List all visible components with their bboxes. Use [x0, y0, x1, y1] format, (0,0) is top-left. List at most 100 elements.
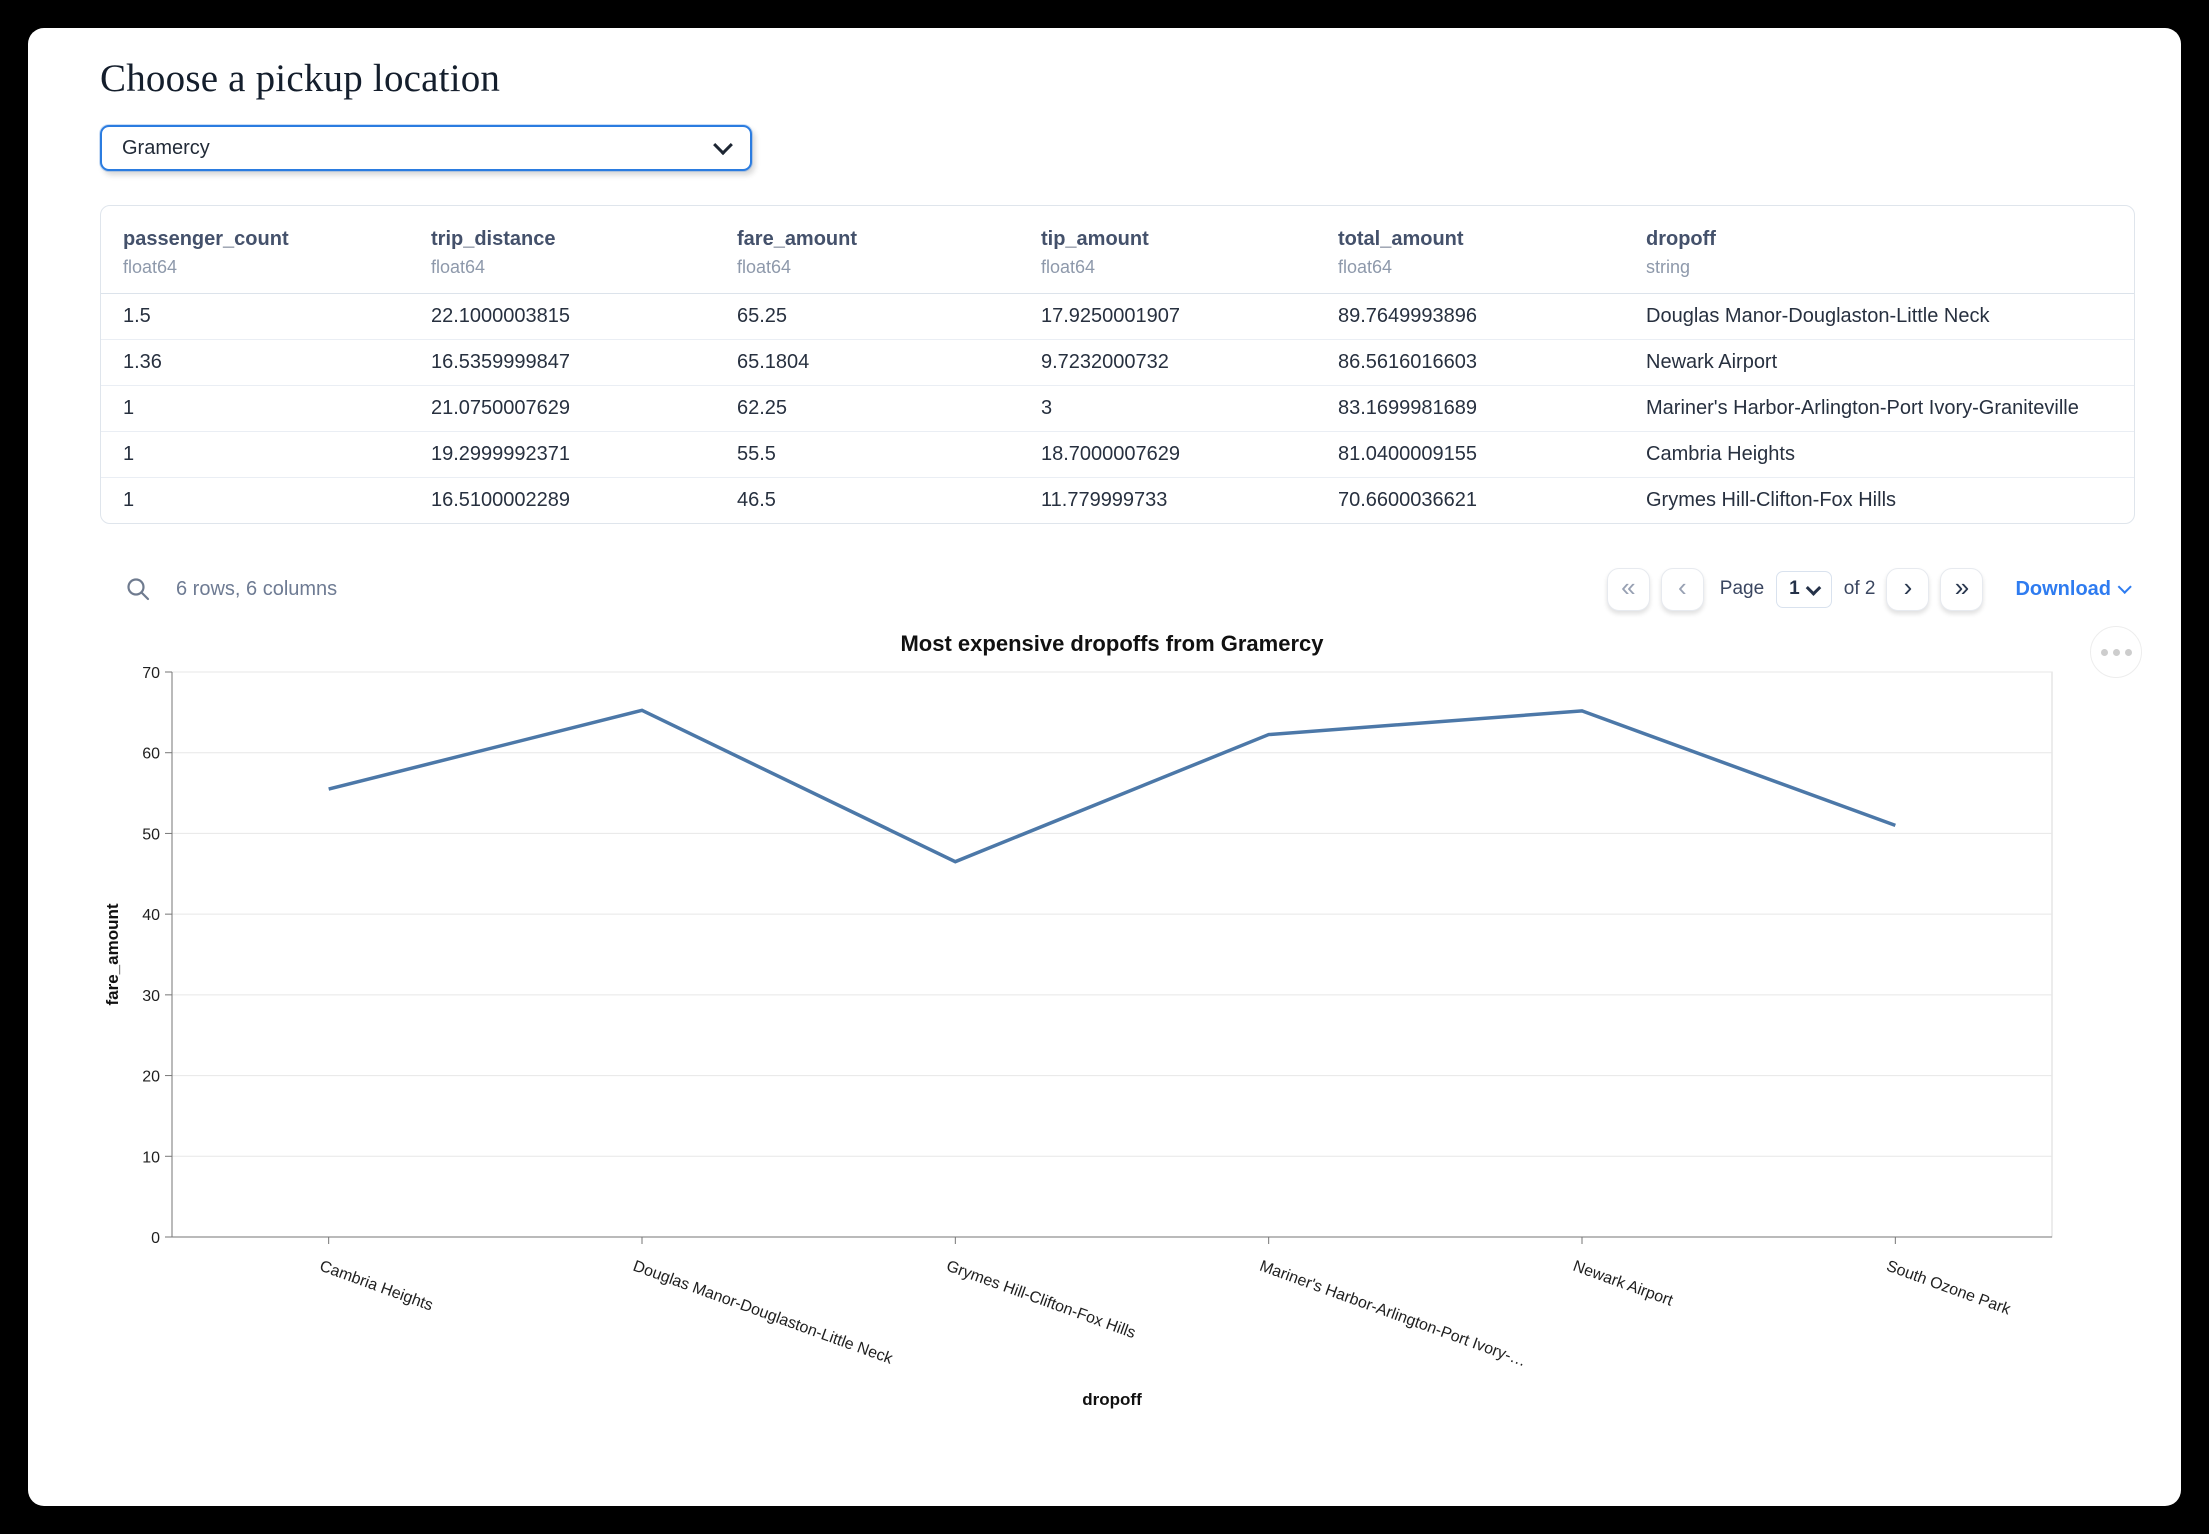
- page-title: Choose a pickup location: [100, 57, 501, 100]
- page-count-label: of 2: [1843, 578, 1876, 599]
- table-cell: 3: [1019, 385, 1316, 432]
- table-cell: 1.5: [101, 293, 409, 340]
- x-tick-label: South Ozone Park: [1884, 1258, 2014, 1319]
- table-cell: 62.25: [715, 385, 1019, 432]
- page-label: Page: [1719, 578, 1765, 599]
- table-cell: 18.7000007629: [1019, 431, 1316, 478]
- chevron-down-icon: [1805, 579, 1822, 596]
- chart-options-button[interactable]: [2090, 626, 2142, 678]
- table-cell: 19.2999992371: [409, 431, 715, 478]
- line-series: [328, 708, 1896, 864]
- column-header-total_amount: total_amount float64: [1316, 206, 1624, 294]
- table-row[interactable]: 1.5 22.1000003815 65.25 17.9250001907 89.764…: [101, 293, 2134, 340]
- table-cell: Douglas Manor-Douglaston-Little Neck: [1624, 293, 2134, 340]
- y-tick-label: 10: [142, 1149, 160, 1166]
- search-button[interactable]: [122, 573, 154, 605]
- table-cell: 16.5359999847: [409, 339, 715, 386]
- search-icon: [127, 578, 150, 601]
- column-header-dropoff: dropoff string: [1624, 206, 2134, 294]
- table-cell: 65.1804: [715, 339, 1019, 386]
- y-tick-label: 40: [142, 907, 160, 924]
- table-body: 1.5 22.1000003815 65.25 17.9250001907 89.764…: [101, 293, 2134, 524]
- x-axis-title: dropoff: [1082, 1390, 1142, 1409]
- y-axis-title: fare_amount: [103, 903, 122, 1005]
- y-tick-label: 60: [142, 746, 160, 763]
- table-cell: Newark Airport: [1624, 339, 2134, 386]
- column-name: total_amount: [1338, 228, 1464, 250]
- column-type: string: [1646, 257, 1691, 277]
- first-page-button[interactable]: «: [1606, 567, 1650, 611]
- next-page-button[interactable]: ›: [1886, 567, 1930, 611]
- column-header-passenger_count: passenger_count float64: [101, 206, 409, 294]
- x-tick-label: Douglas Manor-Douglaston-Little Neck: [631, 1258, 896, 1368]
- column-type: float64: [1041, 257, 1096, 277]
- more-options-icon: [2100, 648, 2108, 656]
- table-cell: 16.5100002289: [431, 489, 571, 511]
- column-type: float64: [431, 257, 486, 277]
- pickup-location-select[interactable]: Gramercy: [100, 125, 752, 171]
- download-label: Download: [2015, 577, 2111, 600]
- table-cell: 11.779999733: [1041, 489, 1168, 511]
- table-cell: 1: [123, 489, 135, 511]
- table-cell: 89.7649993896: [1316, 293, 1624, 340]
- table-cell: 83.1699981689: [1316, 385, 1624, 432]
- table-cell: 81.0400009155: [1316, 431, 1624, 478]
- table-cell: 86.5616016603: [1316, 339, 1624, 386]
- more-options-icon: [2124, 648, 2132, 656]
- column-header-tip_amount: tip_amount float64: [1019, 206, 1316, 294]
- page-number-select[interactable]: 1: [1776, 570, 1832, 608]
- more-options-icon: [2112, 648, 2120, 656]
- x-tick-label: Grymes Hill-Clifton-Fox Hills: [944, 1258, 1138, 1342]
- row-column-summary: 6 rows, 6 columns: [176, 577, 338, 600]
- x-tick-label: Cambria Heights: [317, 1258, 435, 1315]
- table-cell: 17.9250001907: [1019, 293, 1316, 340]
- table-cell: Cambria Heights: [1624, 431, 2134, 478]
- y-tick-label: 0: [151, 1230, 160, 1247]
- column-name: dropoff: [1646, 228, 1716, 250]
- line-chart: Most expensive dropoffs from Gramercy 0 10…: [103, 631, 2053, 1409]
- page-number-value: 1: [1789, 578, 1800, 599]
- column-name: fare_amount: [737, 228, 858, 250]
- column-type: float64: [123, 257, 178, 277]
- column-type: float64: [737, 257, 792, 277]
- y-tick-label: 50: [142, 826, 160, 843]
- table-cell: 55.5: [715, 431, 1019, 478]
- table-cell: 9.7232000732: [1019, 339, 1316, 386]
- y-tick-label: 30: [142, 988, 160, 1005]
- last-page-button[interactable]: »: [1940, 567, 1984, 611]
- table-row[interactable]: 1 21.0750007629 62.25 3 83.1699981689 Mariner…: [101, 385, 2134, 432]
- table-cell: 46.5: [737, 489, 776, 511]
- column-name: passenger_count: [123, 228, 289, 250]
- table-row[interactable]: 1 19.2999992371 55.5 18.7000007629 81.040000…: [101, 431, 2134, 478]
- download-button[interactable]: Download: [2009, 577, 2135, 602]
- table-cell: Grymes Hill-Clifton-Fox Hills: [1646, 489, 1897, 511]
- table-cell: 65.25: [715, 293, 1019, 340]
- chevron-down-icon: [713, 135, 733, 156]
- table-cell: 22.1000003815: [409, 293, 715, 340]
- column-name: tip_amount: [1041, 228, 1149, 250]
- column-name: trip_distance: [431, 228, 556, 250]
- column-header-trip_distance: trip_distance float64: [409, 206, 715, 294]
- table-cell: 21.0750007629: [409, 385, 715, 432]
- chart-title: Most expensive dropoffs from Gramercy: [900, 631, 1324, 656]
- y-tick-label: 70: [142, 665, 160, 682]
- table-row[interactable]: 1 16.5100002289 46.5 11.779999733 70.6600036…: [101, 478, 2134, 524]
- table-cell: 1.36: [101, 339, 409, 386]
- table-cell: Mariner's Harbor-Arlington-Port Ivory-Gr…: [1624, 385, 2134, 432]
- chart: Most expensive dropoffs from Gramercy 0 10…: [72, 600, 2180, 1480]
- x-tick-label: Mariner's Harbor-Arlington-Port Ivory-…: [1257, 1258, 1528, 1371]
- x-tick-label: Newark Airport: [1571, 1258, 1676, 1310]
- pickup-location-value: Gramercy: [122, 136, 210, 159]
- table-cell: 1: [101, 431, 409, 478]
- table-row[interactable]: 1.36 16.5359999847 65.1804 9.7232000732 86.5…: [101, 339, 2134, 386]
- y-tick-label: 20: [142, 1069, 160, 1086]
- previous-page-button[interactable]: ‹: [1660, 567, 1704, 611]
- column-type: float64: [1338, 257, 1393, 277]
- app-window: Choose a pickup location Gramercy passen…: [28, 28, 2181, 1506]
- table-footer: 6 rows, 6 columns « ‹ Page 1 of 2 › » Do…: [100, 565, 2135, 613]
- table-cell: 70.6600036621: [1338, 489, 1478, 511]
- column-header-fare_amount: fare_amount float64: [715, 206, 1019, 294]
- chevron-down-icon: [2117, 579, 2132, 594]
